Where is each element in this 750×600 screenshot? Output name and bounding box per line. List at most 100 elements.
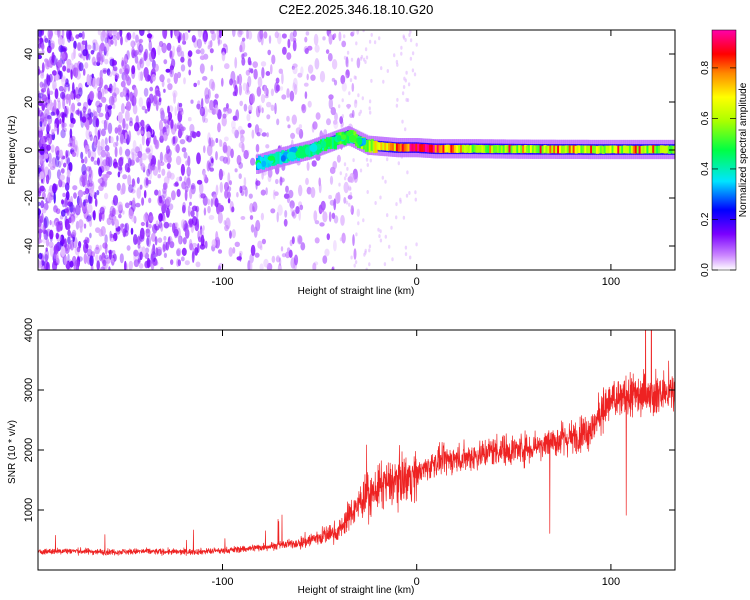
noise-blob <box>125 101 132 112</box>
noise-blob <box>303 82 309 87</box>
noise-blob <box>159 161 165 166</box>
noise-blob <box>65 190 70 201</box>
noise-blob <box>147 74 151 82</box>
noise-blob <box>203 117 209 124</box>
noise-blob <box>170 119 174 129</box>
noise-blob <box>44 249 49 261</box>
noise-blob <box>147 30 151 34</box>
signal-core <box>609 145 613 154</box>
noise-blob <box>131 65 136 75</box>
noise-blob <box>186 177 191 189</box>
noise-blob <box>180 50 185 61</box>
noise-blob <box>67 236 71 245</box>
noise-blob <box>368 244 372 249</box>
noise-blob <box>364 248 367 253</box>
noise-blob <box>98 166 103 177</box>
noise-blob <box>38 100 43 107</box>
noise-blob <box>130 40 136 48</box>
noise-blob <box>240 216 246 220</box>
noise-blob <box>357 93 360 98</box>
signal-core <box>487 145 491 153</box>
noise-blob <box>157 164 161 173</box>
noise-blob <box>179 107 184 113</box>
noise-blob <box>254 252 260 258</box>
noise-blob <box>46 103 52 111</box>
noise-blob <box>81 31 85 40</box>
noise-blob <box>384 234 387 239</box>
noise-blob <box>265 71 271 76</box>
noise-blob <box>349 172 355 184</box>
noise-blob <box>411 68 415 73</box>
noise-blob <box>209 156 214 167</box>
noise-blob <box>204 94 210 104</box>
noise-blob <box>49 219 52 226</box>
noise-blob <box>145 148 151 153</box>
noise-blob <box>304 36 308 43</box>
noise-blob <box>120 188 124 196</box>
noise-blob <box>190 185 195 190</box>
noise-blob <box>364 47 368 52</box>
noise-blob <box>151 164 156 171</box>
noise-blob <box>164 121 170 129</box>
noise-blob <box>260 212 264 221</box>
signal-core <box>491 145 495 154</box>
noise-blob <box>243 103 248 112</box>
noise-blob <box>163 59 168 65</box>
noise-blob <box>55 232 59 240</box>
noise-blob <box>170 30 173 39</box>
noise-blob <box>236 256 242 261</box>
noise-blob <box>76 246 81 253</box>
signal-core <box>405 143 409 152</box>
noise-blob <box>218 168 223 181</box>
noise-blob <box>203 33 207 45</box>
noise-blob <box>370 32 373 37</box>
signal-core <box>427 144 431 153</box>
noise-blob <box>349 78 353 83</box>
noise-blob <box>77 189 84 198</box>
spectrogram-xlabel: Height of straight line (km) <box>298 286 415 297</box>
noise-blob <box>104 137 108 146</box>
noise-blob <box>345 74 348 79</box>
noise-blob <box>263 84 267 95</box>
signal-core <box>588 145 592 154</box>
noise-blob <box>224 63 230 70</box>
signal-core <box>452 145 456 153</box>
noise-blob <box>48 90 54 96</box>
noise-blob <box>404 252 408 257</box>
noise-blob <box>150 232 156 242</box>
noise-blob <box>174 123 177 132</box>
noise-blob <box>165 207 170 218</box>
noise-blob <box>132 140 137 152</box>
noise-blob <box>382 79 385 84</box>
y-tick-label: 40 <box>23 48 35 60</box>
signal-core <box>658 145 662 154</box>
noise-blob <box>133 259 140 268</box>
noise-blob <box>408 191 411 195</box>
noise-blob <box>89 255 94 267</box>
noise-blob <box>128 130 132 143</box>
noise-blob <box>74 86 79 99</box>
signal-core <box>275 151 279 164</box>
signal-core <box>564 145 568 154</box>
noise-blob <box>57 100 61 110</box>
noise-blob <box>217 39 223 45</box>
noise-blob <box>42 224 46 235</box>
noise-blob <box>96 157 100 166</box>
noise-blob <box>127 166 131 173</box>
noise-blob <box>95 244 100 250</box>
noise-blob <box>49 229 54 240</box>
noise-blob <box>157 237 163 243</box>
noise-blob <box>43 229 49 241</box>
noise-blob <box>254 124 260 135</box>
noise-blob <box>300 66 304 76</box>
noise-blob <box>276 118 280 126</box>
noise-blob <box>343 181 349 194</box>
noise-blob <box>109 205 116 218</box>
signal-core <box>661 145 666 154</box>
noise-blob <box>72 185 78 191</box>
noise-blob <box>409 30 412 34</box>
noise-blob <box>177 259 181 267</box>
signal-core <box>423 144 427 152</box>
noise-blob <box>176 247 182 257</box>
noise-blob <box>350 208 353 213</box>
